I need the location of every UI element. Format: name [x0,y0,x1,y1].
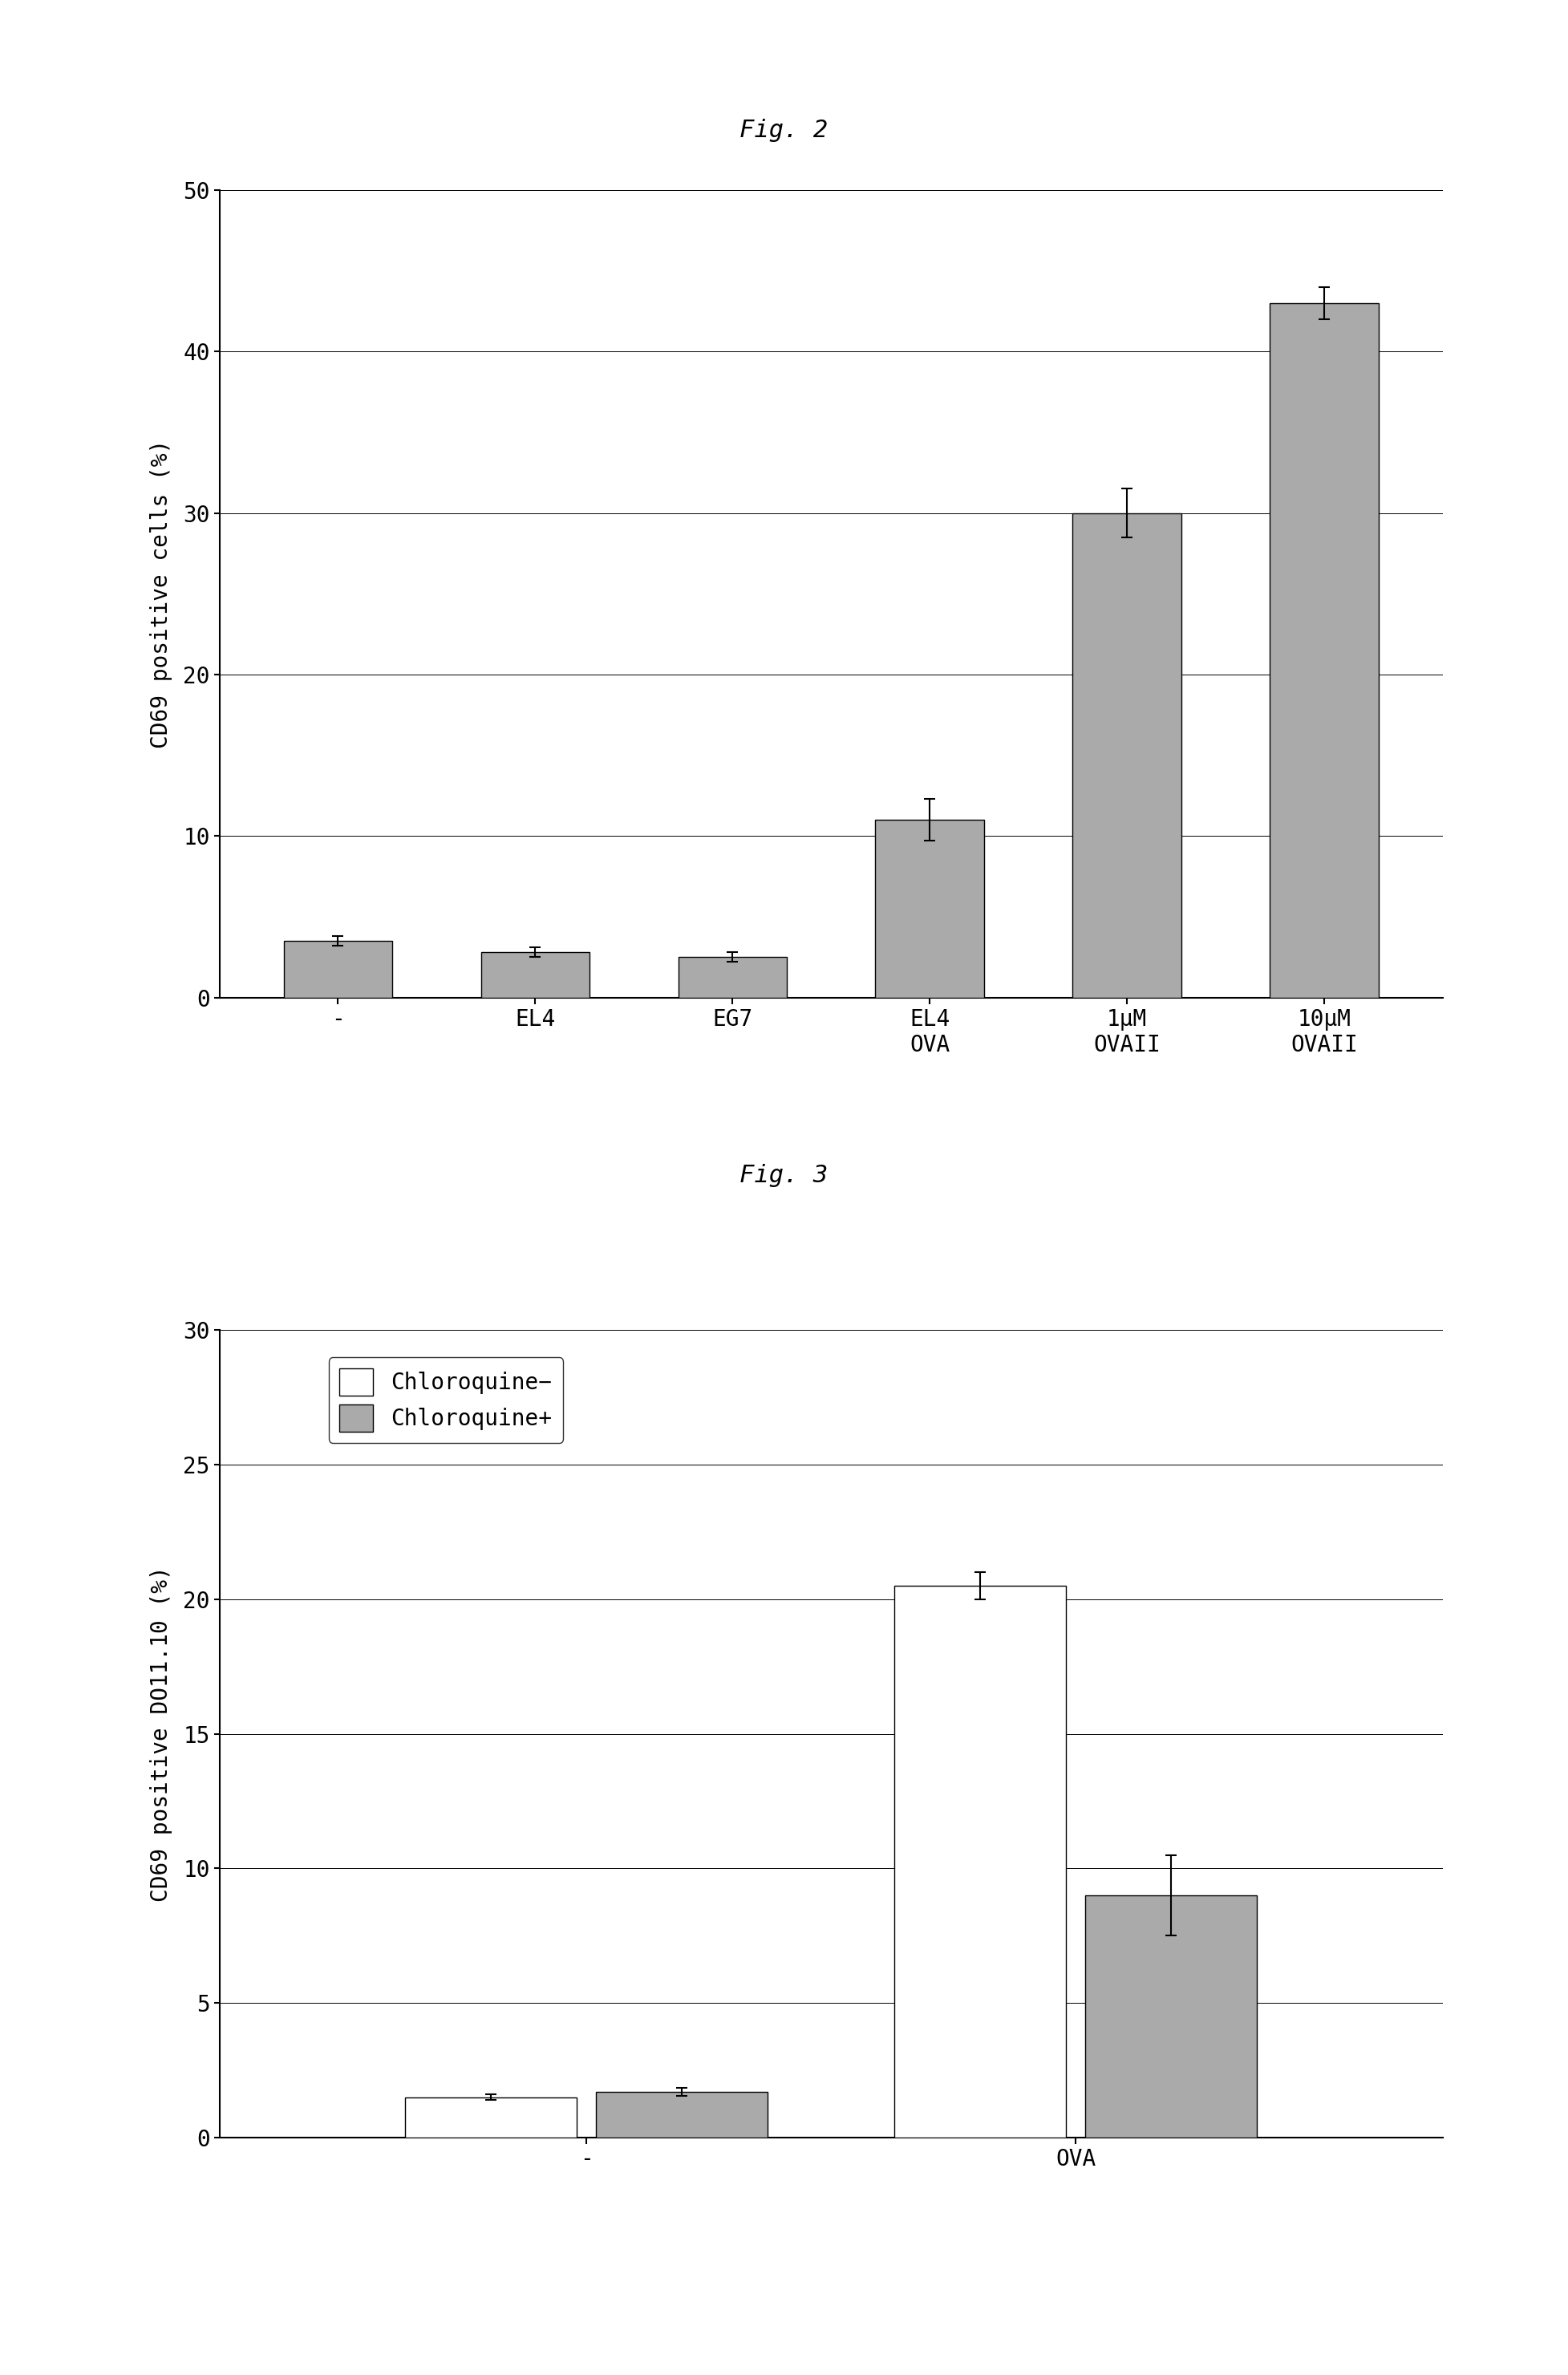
Bar [679,957,787,998]
Bar [1073,513,1181,997]
Y-axis label: CD69 positive DO11.10 (%): CD69 positive DO11.10 (%) [149,1565,172,1902]
Bar [1270,304,1378,997]
Text: Fig. 2: Fig. 2 [740,119,828,142]
Text: Fig. 3: Fig. 3 [740,1164,828,1188]
Bar [596,2092,767,2138]
Legend: Chloroquine−, Chloroquine+: Chloroquine−, Chloroquine+ [329,1356,563,1444]
Bar [406,2097,577,2138]
Bar [895,1586,1066,2138]
Bar [481,952,590,997]
Bar [284,940,392,997]
Bar [875,819,985,997]
Y-axis label: CD69 positive cells (%): CD69 positive cells (%) [149,439,172,748]
Bar [1085,1895,1256,2138]
